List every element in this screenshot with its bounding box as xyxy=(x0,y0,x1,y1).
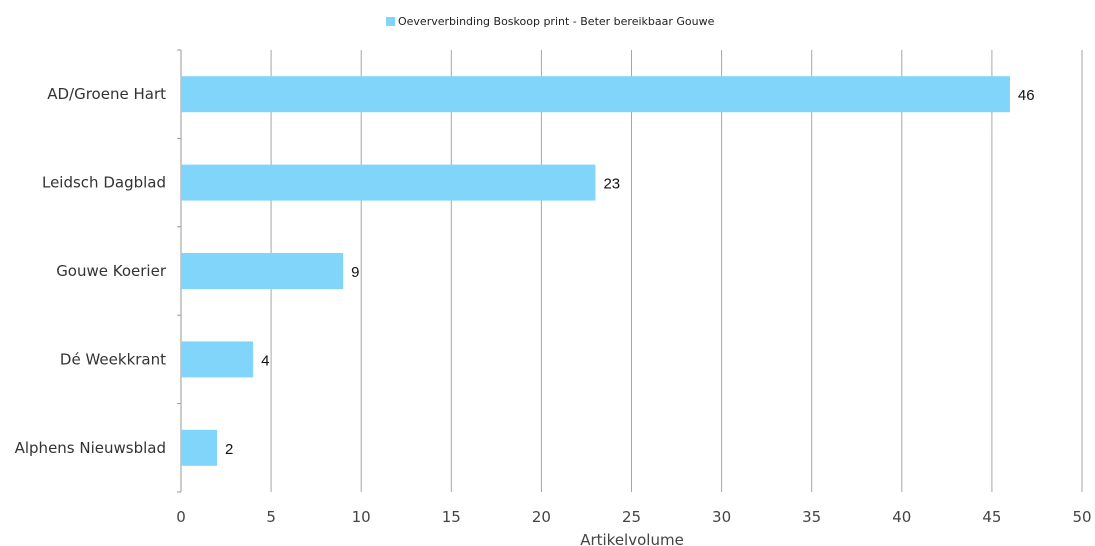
x-axis-title: Artikelvolume xyxy=(580,531,684,546)
axes xyxy=(177,49,182,493)
x-tick-label: 45 xyxy=(982,508,1001,526)
x-tick-label: 10 xyxy=(352,508,371,526)
bar xyxy=(181,253,344,289)
category-label: Alphens Nieuwsblad xyxy=(15,439,166,457)
x-tick-label: 15 xyxy=(442,508,461,526)
legend-swatch xyxy=(386,17,395,26)
legend-entry: Oeververbinding Boskoop print - Beter be… xyxy=(398,15,715,28)
x-tick-label: 5 xyxy=(266,508,276,526)
data-label: 4 xyxy=(261,352,269,369)
labels: 0 5 10 15 20 25 30 35 40 45 50 AD/Groene Hart 46 Leid… xyxy=(15,85,1092,526)
data-label: 23 xyxy=(603,176,620,193)
x-tick-label: 25 xyxy=(622,508,641,526)
category-label: AD/Groene Hart xyxy=(47,85,166,103)
gridlines xyxy=(270,50,1083,492)
x-tick-label: 40 xyxy=(892,508,911,526)
data-label: 9 xyxy=(351,264,359,281)
bar xyxy=(181,76,1010,113)
x-tick-label: 20 xyxy=(532,508,551,526)
x-tick-label: 30 xyxy=(712,508,731,526)
category-label: Leidsch Dagblad xyxy=(42,174,166,192)
bar xyxy=(181,341,254,378)
bar xyxy=(181,429,218,466)
data-label: 46 xyxy=(1018,87,1035,104)
x-tick-label: 0 xyxy=(176,508,186,526)
category-label: Dé Weekkrant xyxy=(60,350,166,368)
bar xyxy=(181,164,596,201)
bars xyxy=(181,76,1010,466)
legend: Oeververbinding Boskoop print - Beter be… xyxy=(386,15,715,28)
x-tick-label: 35 xyxy=(802,508,821,526)
category-label: Gouwe Koerier xyxy=(56,262,167,280)
x-tick-label: 50 xyxy=(1072,508,1091,526)
data-label: 2 xyxy=(225,441,233,458)
